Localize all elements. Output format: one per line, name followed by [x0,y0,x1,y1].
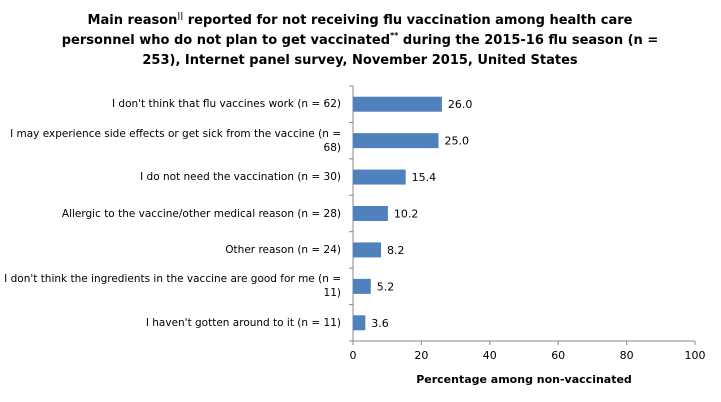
chart-title: Main reason|| reported for not receiving… [61,11,659,68]
bar [353,133,439,149]
category-label: I don't think the ingredients in the vac… [4,273,341,300]
category-label: I haven't gotten around to it (n = 11) [145,316,341,329]
bar [353,206,388,221]
bar [353,278,371,294]
category-label: I do not need the vaccination (n = 30) [140,171,341,184]
category-label: Allergic to the vaccine/other medical re… [61,207,341,220]
category-label: Other reason (n = 24) [225,243,341,256]
category-label: I may experience side effects or get sic… [10,127,341,154]
bar [353,96,442,112]
data-label: 3.6 [371,317,389,330]
category-label: I don't think that flu vaccines work (n … [111,98,341,111]
x-tick-label: 20 [414,349,428,362]
x-tick-label: 0 [350,349,357,362]
bar [353,242,382,258]
bar [353,315,366,331]
x-tick-label: 100 [685,349,706,362]
x-tick-label: 60 [551,349,565,362]
x-tick-label: 80 [620,349,634,362]
x-tick-label: 40 [483,349,497,362]
data-label: 10.2 [394,208,419,221]
data-label: 26.0 [448,98,473,111]
data-label: 5.2 [377,280,395,293]
data-label: 25.0 [445,135,470,148]
bar [353,169,406,185]
x-axis-label: Percentage among non-vaccinated [416,373,632,386]
data-label: 8.2 [387,244,405,257]
data-label: 15.4 [412,171,437,184]
